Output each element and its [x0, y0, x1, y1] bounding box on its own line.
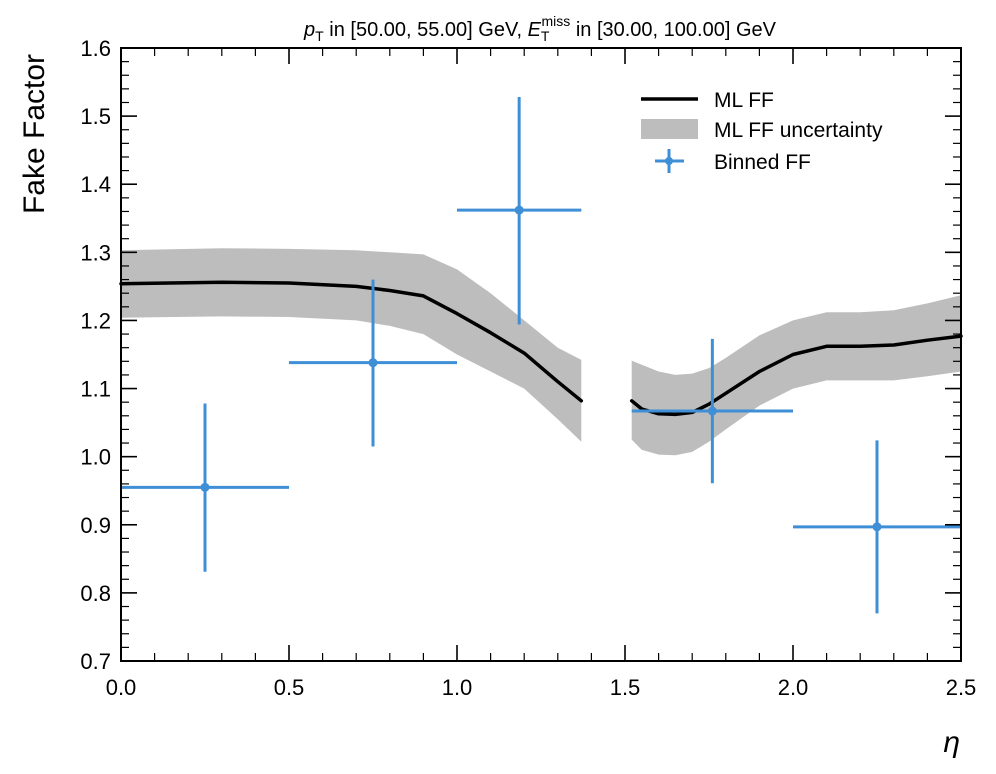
y-tick-label-4: 1.1	[80, 377, 111, 402]
y-tick-label-5: 1.2	[80, 308, 111, 333]
binned-ff-marker-1	[368, 358, 378, 368]
title-part1: in [50.00, 55.00] GeV,	[324, 19, 528, 41]
plot-frame	[120, 47, 962, 662]
uncertainty-band-segment-1	[631, 295, 961, 456]
title-pt-sub: T	[315, 28, 324, 44]
title-et-sup: miss	[541, 13, 570, 29]
legend-binned-swatch-marker	[665, 157, 673, 165]
binned-ff-marker-0	[200, 482, 210, 492]
y-tick-label-1: 0.8	[80, 581, 111, 606]
y-tick-label-9: 1.6	[80, 36, 111, 61]
binned-ff-point-3	[631, 338, 793, 484]
y-tick-label-3: 1.0	[80, 445, 111, 470]
x-tick-label-3: 1.5	[610, 675, 641, 700]
binned-ff-point-1	[289, 279, 457, 447]
x-tick-label-4: 2.0	[778, 675, 809, 700]
ml-ff-lines	[119, 280, 963, 417]
chart-title: pT in [50.00, 55.00] GeV, ETmiss in [30.…	[303, 13, 777, 44]
y-tick-label-6: 1.3	[80, 240, 111, 265]
legend-binned-label: Binned FF	[714, 151, 811, 174]
x-tick-label-5: 2.5	[946, 675, 977, 700]
axis-ticks	[120, 47, 962, 662]
ml-ff-line-segment-1	[629, 334, 963, 417]
title-et-symbol: E	[528, 19, 542, 41]
binned-ff-marker-4	[872, 522, 882, 532]
y-axis-title: Fake Factor	[18, 54, 51, 214]
binned-ff-point-2	[457, 97, 582, 325]
y-tick-label-2: 0.9	[80, 513, 111, 538]
x-axis-title: η	[943, 726, 960, 759]
y-tick-labels: 0.7 0.8 0.9 1.0 1.1 1.2 1.3 1.4 1.5 1.6	[80, 36, 111, 674]
binned-ff-errorbars	[121, 97, 961, 614]
y-tick-label-8: 1.5	[80, 104, 111, 129]
x-tick-label-0: 0.0	[106, 675, 137, 700]
ml-ff-line-segment-0	[119, 280, 584, 403]
x-tick-label-1: 0.5	[274, 675, 305, 700]
binned-ff-marker-3	[707, 406, 717, 416]
binned-ff-point-0	[121, 403, 289, 572]
title-part2: in [30.00, 100.00] GeV	[570, 19, 776, 41]
uncertainty-band-segment-0	[121, 248, 582, 442]
legend-uncertainty-swatch	[641, 119, 698, 139]
title-et-sub: T	[541, 28, 550, 44]
legend: ML FF ML FF uncertainty Binned FF	[641, 89, 883, 174]
uncertainty-bands	[121, 248, 961, 456]
y-tick-label-7: 1.4	[80, 172, 111, 197]
title-pt-symbol: p	[303, 19, 315, 41]
x-tick-label-2: 1.0	[442, 675, 473, 700]
binned-ff-point-4	[793, 440, 961, 614]
y-tick-label-0: 0.7	[80, 649, 111, 674]
legend-uncertainty-label: ML FF uncertainty	[714, 119, 883, 142]
binned-ff-marker-2	[514, 205, 524, 215]
legend-ml-ff-label: ML FF	[714, 89, 774, 112]
x-tick-labels: 0.0 0.5 1.0 1.5 2.0 2.5	[106, 675, 977, 700]
